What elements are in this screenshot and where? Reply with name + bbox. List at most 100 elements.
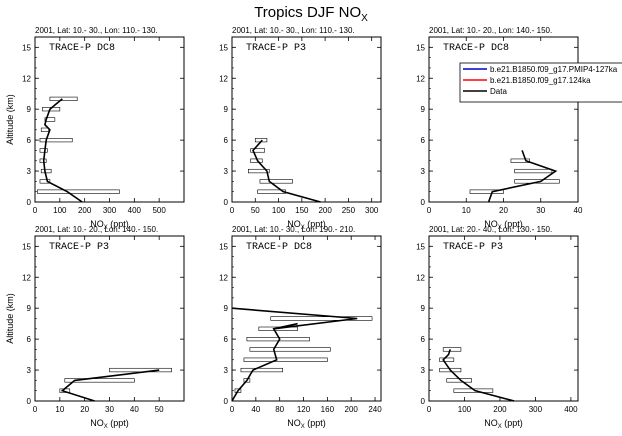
- panels: 2001, Lat: 10.- 30., Lon: 110.- 130. TRAC…: [5, 26, 622, 430]
- y-tick-label: 15: [219, 43, 228, 52]
- y-tick-label: 15: [416, 242, 425, 251]
- data-line: [60, 369, 160, 402]
- x-tick-label: 0: [33, 405, 38, 414]
- x-tick-label: 300: [103, 206, 117, 215]
- range-bar: [109, 367, 172, 373]
- x-tick-label: 400: [564, 405, 578, 414]
- x-tick-label: 0: [427, 405, 432, 414]
- plot-frame: [34, 36, 185, 203]
- y-tick-label: 12: [219, 273, 228, 282]
- y-tick-label: 15: [416, 43, 425, 52]
- x-tick-label: 160: [321, 405, 335, 414]
- range-bar: [250, 148, 265, 153]
- range-bar: [39, 179, 51, 184]
- data-line: [42, 98, 83, 203]
- x-tick-label: 200: [345, 405, 359, 414]
- range-bar: [64, 378, 135, 383]
- range-bar: [39, 148, 48, 153]
- y-tick-label: 6: [27, 136, 32, 145]
- figure-title: Tropics DJF NOX: [254, 4, 368, 24]
- x-axis-label-unit: (ppt): [305, 219, 326, 229]
- x-axis-label-unit: (ppt): [108, 418, 129, 428]
- y-tick-label: 15: [219, 242, 228, 251]
- x-tick-label: 50: [155, 405, 164, 414]
- range-bar: [514, 179, 560, 184]
- y-tick-label: 9: [421, 105, 426, 114]
- range-bar: [270, 316, 373, 321]
- legend-label: b.e21.B1850.f09_g17.124ka: [490, 76, 591, 85]
- x-tick-label: 240: [368, 405, 382, 414]
- x-axis-label-unit: (ppt): [502, 219, 523, 229]
- x-axis-label: NOX (ppt): [90, 418, 129, 430]
- y-tick-label: 12: [416, 74, 425, 83]
- range-bar: [249, 347, 331, 352]
- range-bar: [49, 96, 78, 101]
- range-bar: [510, 158, 530, 163]
- x-tick-label: 100: [272, 206, 286, 215]
- panel-2: 2001, Lat: 10.- 30., Lon: 110.- 130. TRAC…: [219, 26, 382, 231]
- x-axis-label-sub: X: [104, 424, 108, 430]
- panel-5: 2001, Lat: 10.- 30., Lon: 190.- 210. TRAC…: [219, 225, 382, 430]
- y-tick-label: 0: [27, 397, 32, 406]
- x-axis-label: NOX (ppt): [484, 418, 523, 430]
- campaign-label: TRACE-P P3: [49, 242, 109, 253]
- x-axis-label-unit: (ppt): [502, 418, 523, 428]
- x-tick-label: 300: [365, 206, 379, 215]
- y-tick-label: 0: [224, 397, 229, 406]
- panel-subtitle: 2001, Lat: 10.- 30., Lon: 110.- 130.: [35, 26, 158, 35]
- y-tick-label: 12: [416, 273, 425, 282]
- x-axis-label-sub: X: [301, 424, 305, 430]
- y-tick-label: 9: [224, 304, 229, 313]
- y-tick-label: 12: [22, 74, 31, 83]
- x-tick-label: 40: [574, 206, 583, 215]
- y-axis-label: Altitude (km): [5, 94, 15, 145]
- y-tick-label: 9: [224, 105, 229, 114]
- y-tick-label: 0: [421, 198, 426, 207]
- panel-subtitle: 2001, Lat: 10.- 20., Lon: 140.- 150.: [35, 225, 158, 234]
- y-tick-label: 3: [421, 366, 426, 375]
- y-tick-label: 15: [22, 43, 31, 52]
- x-axis-label-main: NO: [287, 219, 301, 229]
- y-tick-label: 3: [27, 167, 32, 176]
- panel-subtitle: 2001, Lat: 20.- 40., Lon: 130.- 150.: [429, 225, 552, 234]
- y-tick-label: 3: [224, 366, 229, 375]
- range-bar: [37, 189, 120, 194]
- x-tick-label: 10: [55, 405, 64, 414]
- panel-6: 2001, Lat: 20.- 40., Lon: 130.- 150. TRAC…: [416, 225, 579, 430]
- panel-3: 2001, Lat: 10.- 20., Lon: 140.- 150. TRAC…: [416, 26, 622, 231]
- x-tick-label: 400: [128, 206, 142, 215]
- x-tick-label: 0: [230, 206, 235, 215]
- y-tick-label: 0: [224, 198, 229, 207]
- legend-label: b.e21.B1850.f09_g17.PMIP4-127ka: [490, 65, 618, 74]
- x-axis-label-main: NO: [90, 418, 104, 428]
- range-bar: [39, 138, 73, 143]
- x-tick-label: 200: [318, 206, 332, 215]
- legend: b.e21.B1850.f09_g17.PMIP4-127ka b.e21.B18…: [459, 62, 622, 103]
- x-tick-label: 0: [33, 206, 38, 215]
- campaign-label: TRACE-P P3: [443, 242, 503, 253]
- x-tick-label: 0: [427, 206, 432, 215]
- x-axis-label: NOX (ppt): [287, 219, 326, 231]
- y-tick-label: 9: [421, 304, 426, 313]
- y-axis-label: Altitude (km): [5, 293, 15, 344]
- x-axis-label-sub: X: [301, 225, 305, 231]
- y-tick-label: 15: [22, 242, 31, 251]
- range-bar: [243, 357, 328, 362]
- x-tick-label: 30: [536, 206, 545, 215]
- data-line: [231, 307, 358, 402]
- y-tick-label: 9: [27, 304, 32, 313]
- x-tick-label: 100: [53, 206, 67, 215]
- y-tick-label: 12: [22, 273, 31, 282]
- x-tick-label: 10: [462, 206, 471, 215]
- plot-frame: [428, 235, 579, 402]
- range-bar: [439, 357, 455, 362]
- y-tick-label: 6: [224, 335, 229, 344]
- campaign-label: TRACE-P DC8: [246, 242, 312, 253]
- panel-1: 2001, Lat: 10.- 30., Lon: 110.- 130. TRAC…: [5, 26, 185, 231]
- range-bar: [469, 189, 504, 194]
- x-tick-label: 120: [297, 405, 311, 414]
- x-tick-label: 20: [80, 405, 89, 414]
- x-axis-label-sub: X: [498, 424, 502, 430]
- data-line: [442, 349, 515, 402]
